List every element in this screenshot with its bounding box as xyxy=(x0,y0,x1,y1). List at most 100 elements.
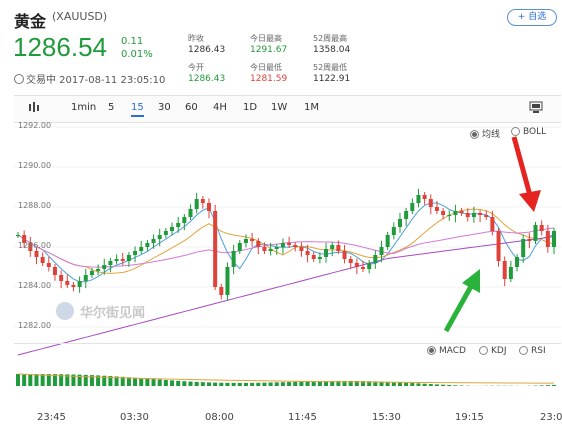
ma-toggle[interactable]: 均线 xyxy=(470,127,500,140)
macd-bar xyxy=(243,382,248,386)
week52-low-label: 52周最低 xyxy=(313,63,348,72)
macd-bar xyxy=(16,374,20,386)
week52-high-label: 52周最高 xyxy=(313,34,348,43)
green-arrow-head xyxy=(462,269,480,293)
interval-30[interactable]: 30 xyxy=(158,102,171,113)
candle-body xyxy=(287,243,292,245)
macd-bar xyxy=(163,379,168,386)
kdj-label: KDJ xyxy=(491,346,507,356)
candle-body xyxy=(89,271,94,275)
add-watchlist-button[interactable]: + 自选 xyxy=(507,9,557,26)
candle-body xyxy=(515,257,520,267)
prev-close-value: 1286.43 xyxy=(188,45,226,55)
candle-body xyxy=(176,223,181,227)
interval-5[interactable]: 5 xyxy=(108,102,115,113)
interval-4h[interactable]: 4H xyxy=(213,102,227,113)
interval-1m[interactable]: 1M xyxy=(304,102,319,113)
kdj-toggle[interactable]: KDJ xyxy=(479,346,507,356)
candle-body xyxy=(126,255,131,261)
macd-bar xyxy=(52,374,57,386)
y-tick-label: 1284.00 xyxy=(18,281,52,290)
macd-bar xyxy=(397,382,402,386)
macd-bar xyxy=(200,382,205,386)
change-percent: 0.01% xyxy=(121,49,153,60)
ma-line-short xyxy=(17,202,555,283)
candle-body xyxy=(385,235,390,247)
macd-bar xyxy=(422,383,427,386)
interval-15[interactable]: 15 xyxy=(131,102,144,117)
interval-60[interactable]: 60 xyxy=(185,102,198,113)
macd-bar xyxy=(330,380,335,386)
macd-bar xyxy=(250,382,255,386)
macd-bar xyxy=(225,382,230,386)
macd-bar xyxy=(293,381,298,386)
macd-radio-icon xyxy=(427,346,436,355)
macd-bar xyxy=(96,375,101,386)
macd-bar xyxy=(89,375,94,386)
day-low-value: 1281.59 xyxy=(250,74,288,84)
price-chart[interactable] xyxy=(14,121,561,411)
y-tick-label: 1292.00 xyxy=(18,121,52,130)
candle-body xyxy=(367,263,372,269)
y-tick-label: 1288.00 xyxy=(18,201,52,210)
macd-bar xyxy=(441,384,446,386)
macd-bar xyxy=(354,380,359,386)
candle-body xyxy=(163,231,168,235)
ma-line-long xyxy=(17,227,555,268)
candle-body xyxy=(521,239,526,257)
interval-toolbar: 1min 5 15 30 60 4H 1D 1W 1M xyxy=(14,95,561,123)
candle-body xyxy=(539,225,544,231)
screenshot-icon[interactable] xyxy=(529,101,543,117)
interval-1w[interactable]: 1W xyxy=(271,102,288,113)
week52-high-value: 1358.04 xyxy=(313,45,351,55)
candle-body xyxy=(170,227,175,231)
interval-1d[interactable]: 1D xyxy=(243,102,258,113)
rsi-toggle[interactable]: RSI xyxy=(519,346,546,356)
boll-toggle[interactable]: BOLL xyxy=(511,127,546,137)
x-tick-label: 08:00 xyxy=(205,412,234,423)
boll-label: BOLL xyxy=(523,127,547,137)
candle-body xyxy=(545,231,550,247)
candle-body xyxy=(552,231,556,247)
macd-bar xyxy=(194,381,199,386)
macd-bar xyxy=(59,374,64,386)
macd-bar xyxy=(324,381,329,386)
candle-body xyxy=(237,243,242,251)
candle-body xyxy=(397,219,402,227)
candle-body xyxy=(342,251,347,259)
macd-bar xyxy=(133,377,138,386)
macd-bar xyxy=(311,381,316,386)
chart-type-icon[interactable] xyxy=(28,101,40,116)
open-label: 今开 xyxy=(188,63,204,72)
ma-label: 均线 xyxy=(482,130,501,140)
candle-body xyxy=(46,263,51,267)
macd-bar xyxy=(83,374,88,386)
watermark-text: 华尔街见闻 xyxy=(80,306,146,321)
candle-body xyxy=(22,235,27,243)
ma-line-60 xyxy=(17,236,555,356)
macd-bar xyxy=(206,382,211,386)
candle-body xyxy=(219,287,224,295)
week52-low-value: 1122.91 xyxy=(313,74,351,84)
red-arrow-annotation xyxy=(511,136,534,200)
candle-body xyxy=(40,257,45,263)
macd-bar xyxy=(188,381,193,386)
x-tick-label: 23:45 xyxy=(37,412,66,423)
candle-body xyxy=(490,217,495,231)
candle-body xyxy=(102,265,107,269)
macd-bar xyxy=(385,381,390,386)
macd-toggle[interactable]: MACD xyxy=(427,346,466,356)
macd-bar xyxy=(539,385,544,386)
macd-bar xyxy=(28,374,33,386)
candle-body xyxy=(311,255,316,259)
interval-1min[interactable]: 1min xyxy=(71,102,97,113)
candle-body xyxy=(52,267,57,275)
instrument-title: 黄金 xyxy=(14,12,47,31)
x-tick-label: 03:30 xyxy=(120,412,149,423)
candle-body xyxy=(533,225,538,241)
candle-body xyxy=(206,203,211,211)
macd-bar xyxy=(40,374,45,386)
day-high-value: 1291.67 xyxy=(250,45,288,55)
x-tick-label: 23:0 xyxy=(540,412,562,423)
day-high-label: 今日最高 xyxy=(250,34,282,43)
